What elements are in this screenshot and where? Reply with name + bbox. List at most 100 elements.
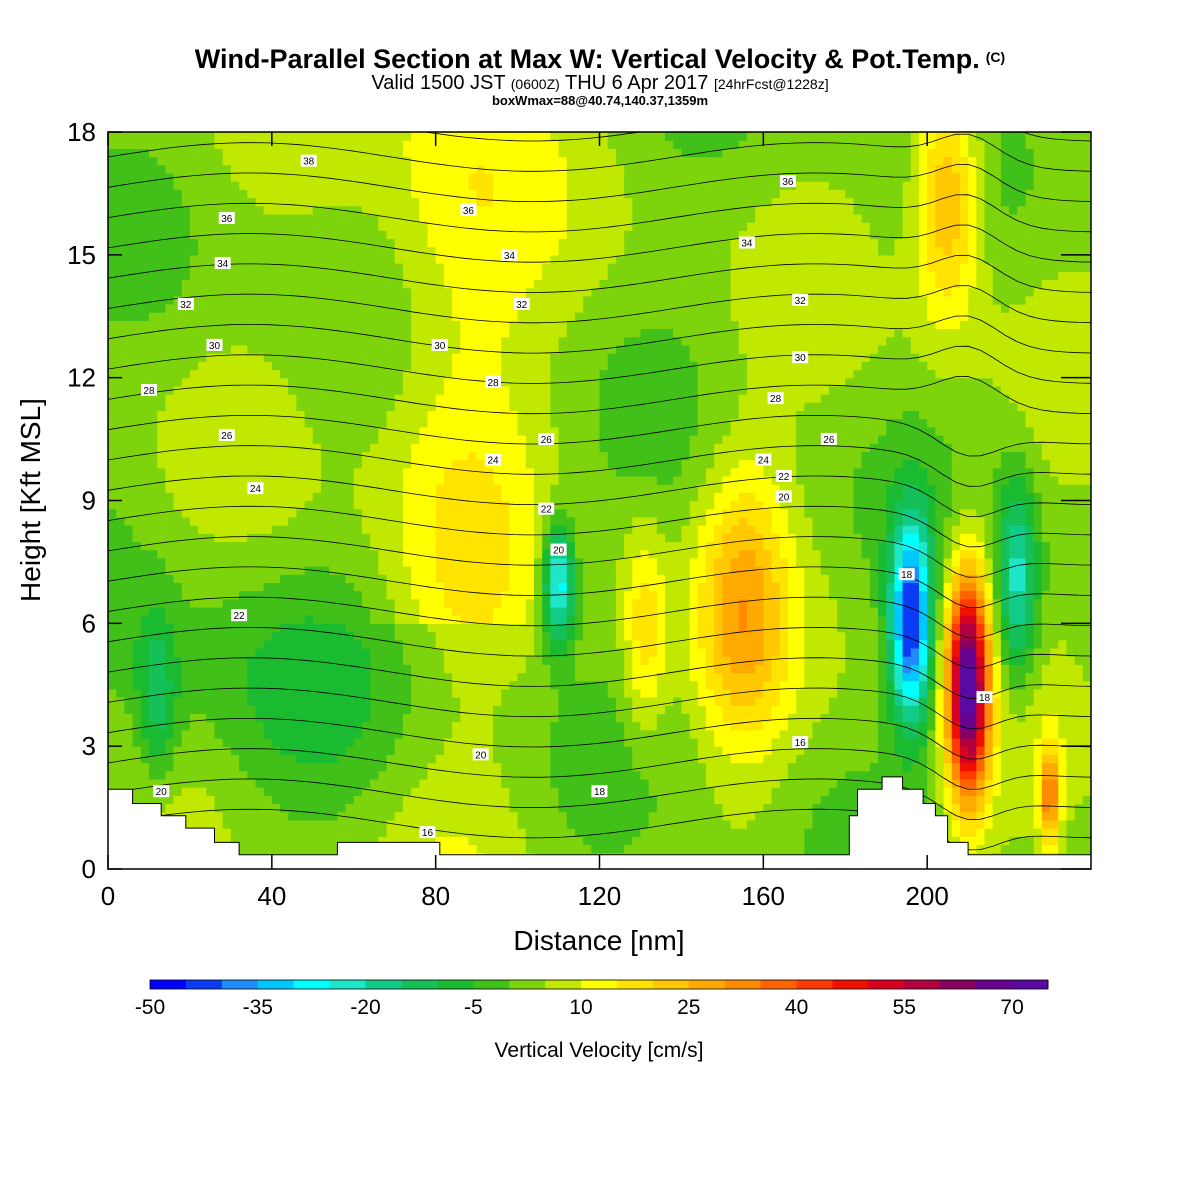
velocity-cell — [108, 656, 134, 665]
velocity-cell — [722, 672, 773, 682]
velocity-cell — [943, 697, 953, 706]
velocity-cell — [435, 254, 551, 264]
velocity-cell — [1009, 688, 1035, 698]
valid-date: THU 6 Apr 2017 — [565, 72, 709, 94]
theta-label-text: 28 — [487, 378, 499, 389]
velocity-cell — [992, 746, 1002, 755]
velocity-cell — [984, 803, 994, 813]
velocity-cell — [812, 721, 879, 731]
velocity-cell — [886, 623, 895, 633]
velocity-cell — [1009, 574, 1027, 583]
velocity-cell — [730, 664, 756, 674]
velocity-cell — [157, 721, 166, 731]
velocity-cell — [173, 754, 240, 764]
velocity-cell — [148, 148, 224, 158]
velocity-cell — [525, 459, 560, 469]
velocity-cell — [763, 656, 773, 665]
velocity-cell — [345, 746, 396, 755]
velocity-cell — [697, 377, 748, 387]
colorbar-swatch — [868, 980, 905, 989]
velocity-cell — [976, 639, 986, 649]
velocity-cell — [533, 631, 543, 641]
velocity-cell — [705, 672, 723, 682]
velocity-cell — [599, 418, 699, 428]
velocity-cell — [755, 664, 773, 674]
velocity-cell — [108, 238, 199, 248]
colorbar-tick-label: -5 — [464, 996, 483, 1019]
velocity-cell — [1058, 762, 1068, 772]
velocity-cell — [640, 647, 658, 657]
velocity-cell — [796, 688, 838, 698]
theta-isoline — [108, 536, 1091, 578]
velocity-cell — [951, 287, 969, 297]
velocity-cell — [959, 656, 977, 665]
velocity-cell — [411, 697, 461, 706]
velocity-cell — [1033, 746, 1043, 755]
velocity-cell — [746, 598, 764, 608]
colorbar-swatch — [365, 980, 402, 989]
velocity-cell — [574, 566, 584, 575]
velocity-cell — [157, 434, 314, 444]
velocity-cell — [976, 770, 986, 780]
theta-label-text: 16 — [422, 828, 434, 839]
velocity-cell — [1058, 729, 1091, 739]
velocity-cell — [1066, 762, 1091, 772]
velocity-cell — [689, 566, 707, 575]
velocity-cell — [173, 795, 216, 805]
velocity-cell — [148, 737, 166, 747]
velocity-cell — [894, 557, 904, 567]
velocity-cell — [1009, 664, 1035, 674]
theta-label: 30 — [431, 338, 448, 352]
velocity-cell — [108, 205, 191, 215]
velocity-cell — [108, 500, 175, 510]
velocity-cell — [566, 181, 625, 190]
velocity-cell — [132, 672, 150, 682]
velocity-cell — [1041, 443, 1091, 452]
theta-label-box — [738, 236, 755, 249]
velocity-cell — [869, 574, 879, 583]
velocity-cell — [108, 410, 158, 420]
velocity-cell — [959, 721, 977, 731]
velocity-cell — [574, 672, 625, 682]
velocity-cell — [1033, 590, 1043, 600]
velocity-cell — [533, 541, 543, 551]
velocity-cell — [501, 770, 551, 780]
velocity-cell — [550, 623, 568, 633]
velocity-cell — [435, 639, 535, 649]
velocity-cell — [902, 615, 920, 624]
velocity-cell — [108, 729, 134, 739]
theta-label: 22 — [775, 469, 792, 483]
velocity-cell — [632, 213, 756, 223]
velocity-cell — [828, 574, 871, 583]
velocity-cell — [779, 541, 797, 551]
velocity-cell — [935, 205, 961, 215]
velocity-cell — [796, 754, 879, 764]
velocity-cell — [976, 566, 986, 575]
velocity-cell — [615, 697, 633, 706]
theta-label-box — [538, 433, 555, 446]
velocity-cell — [624, 729, 691, 739]
velocity-cell — [894, 680, 904, 690]
velocity-cell — [992, 500, 1002, 510]
velocity-cell — [935, 484, 953, 493]
velocity-cell — [1033, 656, 1051, 665]
velocity-cell — [632, 598, 658, 608]
velocity-cell — [918, 623, 928, 633]
velocity-cell — [452, 459, 486, 469]
velocity-cell — [935, 369, 1091, 379]
velocity-cell — [959, 541, 986, 551]
velocity-cell — [1000, 778, 1035, 788]
velocity-cell — [108, 222, 191, 231]
velocity-cell — [951, 238, 969, 248]
velocity-cell — [722, 484, 781, 493]
velocity-cell — [239, 181, 412, 190]
velocity-cell — [124, 705, 142, 715]
velocity-cell — [992, 819, 1035, 829]
velocity-cell — [665, 606, 691, 616]
velocity-cell — [927, 680, 936, 690]
theta-label-text: 26 — [541, 435, 553, 446]
velocity-cell — [943, 525, 953, 534]
theta-label-text: 30 — [434, 341, 446, 352]
theta-label: 22 — [538, 502, 555, 516]
